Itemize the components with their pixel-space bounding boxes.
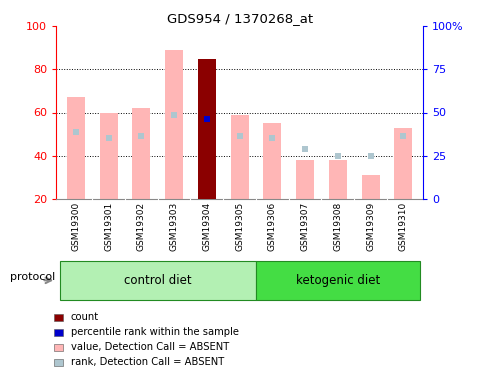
Text: GSM19304: GSM19304 bbox=[202, 202, 211, 251]
Bar bbox=[132, 108, 150, 199]
Bar bbox=[361, 175, 379, 199]
Text: control diet: control diet bbox=[123, 274, 191, 287]
Bar bbox=[393, 128, 411, 199]
Text: value, Detection Call = ABSENT: value, Detection Call = ABSENT bbox=[71, 342, 229, 352]
Text: ketogenic diet: ketogenic diet bbox=[295, 274, 379, 287]
Text: count: count bbox=[71, 312, 99, 322]
Text: GSM19310: GSM19310 bbox=[398, 202, 407, 251]
Bar bbox=[296, 160, 313, 199]
Bar bbox=[230, 115, 248, 199]
Text: GSM19305: GSM19305 bbox=[235, 202, 244, 251]
Bar bbox=[198, 115, 215, 199]
Bar bbox=[328, 160, 346, 199]
Bar bbox=[198, 58, 215, 199]
Bar bbox=[165, 50, 183, 199]
Text: GSM19300: GSM19300 bbox=[71, 202, 80, 251]
Bar bbox=[255, 261, 419, 300]
Bar bbox=[60, 261, 255, 300]
Text: percentile rank within the sample: percentile rank within the sample bbox=[71, 327, 239, 337]
Bar bbox=[67, 98, 85, 199]
Text: protocol: protocol bbox=[10, 272, 55, 282]
Text: GSM19308: GSM19308 bbox=[333, 202, 342, 251]
Text: GSM19307: GSM19307 bbox=[300, 202, 309, 251]
Text: rank, Detection Call = ABSENT: rank, Detection Call = ABSENT bbox=[71, 357, 224, 367]
Text: GSM19301: GSM19301 bbox=[104, 202, 113, 251]
Bar bbox=[100, 112, 118, 199]
Text: GSM19309: GSM19309 bbox=[366, 202, 374, 251]
Bar bbox=[263, 123, 281, 199]
Title: GDS954 / 1370268_at: GDS954 / 1370268_at bbox=[166, 12, 312, 25]
Text: GSM19302: GSM19302 bbox=[137, 202, 145, 251]
Text: GSM19303: GSM19303 bbox=[169, 202, 178, 251]
Text: GSM19306: GSM19306 bbox=[267, 202, 276, 251]
